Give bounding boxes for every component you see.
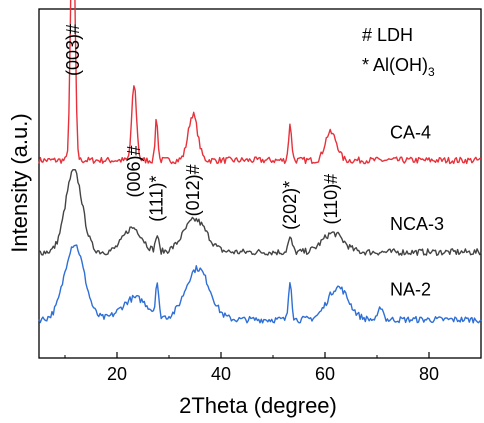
peak-label: (202)* xyxy=(280,181,300,230)
peak-label: (006)# xyxy=(124,145,144,197)
series-line-nca-3 xyxy=(38,168,482,256)
peak-label: (003)# xyxy=(63,24,83,76)
series-label-na-2: NA-2 xyxy=(390,280,431,300)
series-line-na-2 xyxy=(38,244,482,324)
peak-label: (110)# xyxy=(321,174,341,225)
legend: # LDH * Al(OH)3 xyxy=(362,25,435,79)
legend-entry-ldh: # LDH xyxy=(362,25,413,45)
x-axis-ticks: 20 40 60 80 xyxy=(64,352,482,384)
series-labels: CA-4 NCA-3 NA-2 xyxy=(390,122,444,299)
x-tick-label: 80 xyxy=(419,364,439,384)
x-axis-label: 2Theta (degree) xyxy=(179,393,337,418)
peak-label: (012)# xyxy=(183,164,203,216)
peak-label: (111)* xyxy=(147,175,167,221)
x-tick-label: 60 xyxy=(315,364,335,384)
plot-frame xyxy=(38,8,482,359)
series-label-ca-4: CA-4 xyxy=(390,122,431,142)
peak-labels: (003)# (006)#(111)* (012)# (202)* (110)# xyxy=(63,24,341,230)
legend-entry-aloh3: * Al(OH)3 xyxy=(362,55,435,79)
y-axis-label: Intensity (a.u.) xyxy=(7,113,32,252)
x-tick-label: 40 xyxy=(211,364,231,384)
series-layer xyxy=(38,0,482,324)
x-tick-label: 20 xyxy=(107,364,127,384)
series-line-ca-4 xyxy=(38,0,482,165)
series-label-nca-3: NCA-3 xyxy=(390,214,444,234)
